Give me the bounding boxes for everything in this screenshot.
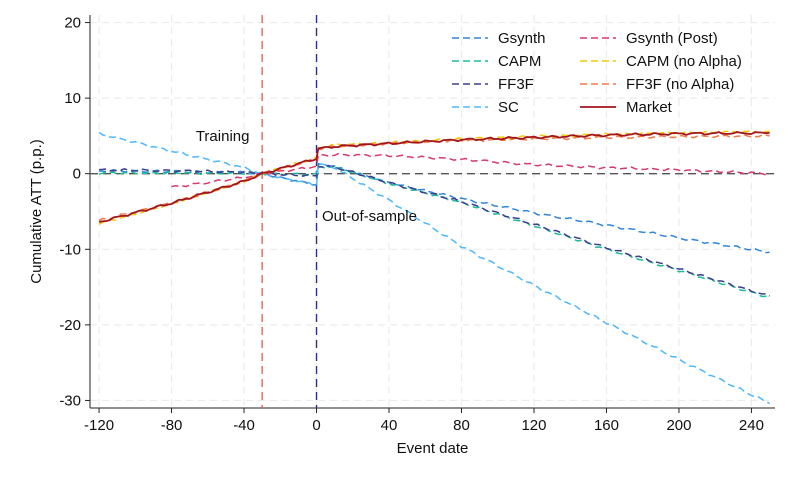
legend-item: Gsynth	[452, 30, 546, 47]
legend-label: CAPM	[498, 53, 541, 70]
series-line	[99, 162, 770, 254]
gridlines	[90, 15, 775, 408]
y-tick-label: 0	[73, 166, 81, 183]
series-gsynth	[99, 162, 770, 254]
legend-item: SC	[452, 99, 519, 116]
series-ff3f-no-alpha	[98, 134, 770, 221]
y-tick-label: 10	[64, 90, 81, 107]
legend-item: Gsynth (Post)	[580, 30, 718, 47]
series-capm-no-alpha	[98, 129, 770, 226]
legend-label: FF3F (no Alpha)	[626, 76, 734, 93]
series-line	[98, 164, 770, 299]
x-axis-title: Event date	[397, 440, 469, 457]
legend-label: Gsynth	[498, 30, 546, 47]
x-tick-label: -80	[161, 417, 183, 434]
training-annotation: Training	[196, 128, 250, 145]
y-tick-label: 20	[64, 15, 81, 32]
series-line	[98, 131, 770, 405]
x-tick-label: 200	[666, 417, 691, 434]
series-gsynth-post	[171, 152, 770, 188]
y-tick-label: -20	[59, 317, 81, 334]
legend-item: FF3F	[452, 76, 534, 93]
x-tick-label: 0	[312, 417, 320, 434]
series-sc	[98, 131, 770, 405]
legend-label: SC	[498, 99, 519, 116]
y-axis-title: Cumulative ATT (p.p.)	[28, 139, 45, 284]
x-tick-label: -120	[84, 417, 114, 434]
x-tick-label: 80	[453, 417, 470, 434]
legend-label: Gsynth (Post)	[626, 30, 718, 47]
series-line	[98, 134, 770, 221]
series-line	[98, 129, 770, 226]
series-ff3f	[99, 164, 771, 297]
series-market	[98, 130, 770, 223]
x-tick-label: -40	[233, 417, 255, 434]
y-tick-label: -30	[59, 392, 81, 409]
x-tick-label: 40	[381, 417, 398, 434]
legend-label: Market	[626, 99, 673, 116]
legend-item: CAPM (no Alpha)	[580, 53, 742, 70]
legend-item: FF3F (no Alpha)	[580, 76, 734, 93]
series-line	[98, 130, 770, 223]
x-tick-label: 120	[521, 417, 546, 434]
y-tick-label: -10	[59, 241, 81, 258]
out-of-sample-annotation: Out-of-sample	[322, 208, 417, 225]
x-tick-label: 240	[739, 417, 764, 434]
legend-label: CAPM (no Alpha)	[626, 53, 742, 70]
x-tick-label: 160	[594, 417, 619, 434]
legend-item: Market	[580, 99, 673, 116]
legend-label: FF3F	[498, 76, 534, 93]
legend: Gsynth CAPM FF3F SC Gsynth (Post) CAPM (no Al…	[452, 30, 742, 116]
legend-item: CAPM	[452, 53, 541, 70]
series-line	[171, 152, 770, 188]
series-line	[99, 164, 771, 297]
series-capm	[98, 164, 770, 299]
